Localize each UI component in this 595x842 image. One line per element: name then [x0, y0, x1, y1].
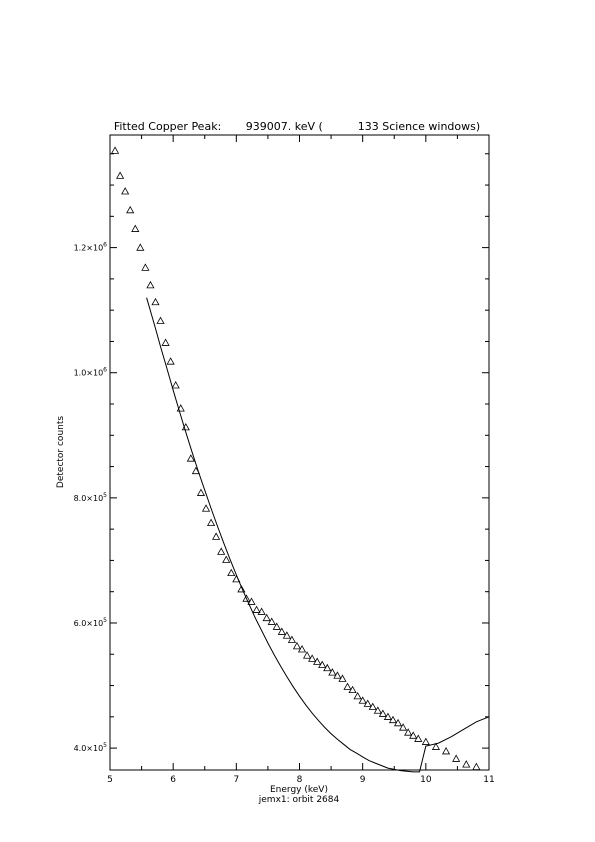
data-point-triangle [227, 568, 236, 577]
y-tick-label: 4.0×105 [74, 742, 108, 753]
x-axis-label: Energy (keV) [270, 785, 328, 795]
x-tick-label: 8 [297, 775, 303, 785]
data-point-triangle [462, 760, 471, 768]
y-tick-label: 6.0×105 [74, 617, 108, 628]
data-point-triangle [136, 243, 145, 251]
data-point-triangle [110, 146, 120, 154]
data-point-triangle [247, 597, 256, 605]
data-point-triangle [196, 488, 206, 496]
data-point-triangle [292, 641, 302, 650]
data-point-triangle [252, 605, 261, 613]
data-point-triangle [318, 660, 327, 669]
chart-subtitle: jemx1: orbit 2684 [258, 795, 340, 805]
data-point-triangle [368, 702, 377, 710]
y-tick-label: 1.2×106 [74, 242, 108, 253]
data-point-triangle [267, 617, 276, 625]
data-point-triangle [212, 532, 221, 540]
data-point-triangle [222, 555, 231, 563]
data-point-triangle [262, 613, 271, 622]
x-tick-label: 10 [420, 775, 432, 785]
data-points [110, 146, 481, 770]
data-point-triangle [383, 712, 393, 720]
y-tick-label: 8.0×105 [74, 492, 108, 503]
data-point-triangle [323, 663, 332, 672]
data-point-triangle [399, 723, 408, 731]
data-point-triangle [363, 699, 372, 707]
data-point-triangle [126, 205, 135, 214]
data-point-triangle [156, 316, 165, 324]
data-point-triangle [166, 357, 175, 365]
data-point-triangle [338, 674, 347, 682]
data-point-triangle [452, 754, 461, 762]
data-point-triangle [131, 224, 140, 232]
data-point-triangle [201, 504, 211, 512]
data-point-triangle [232, 574, 241, 583]
data-point-triangle [378, 709, 387, 717]
data-point-triangle [328, 668, 337, 676]
data-point-triangle [348, 685, 357, 694]
data-point-triangle [472, 762, 481, 770]
data-point-triangle [373, 706, 382, 714]
data-point-triangle [409, 731, 418, 739]
x-tick-label: 9 [360, 775, 366, 785]
data-point-triangle [313, 657, 322, 665]
data-point-triangle [353, 691, 362, 700]
data-point-triangle [186, 454, 195, 462]
plot-frame [109, 134, 490, 771]
data-point-triangle [272, 622, 281, 630]
x-tick-label: 5 [107, 775, 113, 785]
data-point-triangle [308, 654, 317, 662]
y-axis-label: Detector counts [56, 416, 66, 488]
y-tick-labels: 4.0×105 6.0×105 8.0×105 1.0×106 1.2×106 [74, 242, 108, 753]
axis-ticks [109, 135, 490, 770]
data-point-triangle [388, 715, 398, 724]
x-tick-label: 6 [170, 775, 176, 785]
data-point-triangle [191, 466, 200, 475]
x-tick-label: 11 [483, 775, 494, 785]
x-tick-labels: 5 6 7 8 9 10 11 [107, 775, 495, 785]
data-point-triangle [287, 635, 296, 643]
fit-curve [146, 297, 490, 773]
data-point-triangle [121, 187, 130, 195]
data-point-triangle [393, 718, 403, 727]
data-point-triangle [277, 627, 286, 635]
data-point-triangle [421, 737, 430, 745]
data-point-triangle [431, 742, 441, 750]
data-point-triangle [217, 547, 226, 555]
data-point-triangle [146, 280, 155, 289]
y-tick-label: 1.0×106 [74, 367, 108, 378]
chart-title: Fitted Copper Peak: 939007. keV ( 133 Sc… [114, 120, 480, 133]
data-point-triangle [151, 297, 160, 306]
data-point-triangle [297, 645, 307, 653]
data-point-triangle [181, 422, 190, 431]
data-point-triangle [303, 651, 312, 659]
data-point-triangle [141, 263, 150, 271]
data-point-triangle [441, 747, 451, 755]
data-point-triangle [161, 338, 170, 346]
data-point-triangle [176, 404, 185, 412]
data-point-triangle [343, 682, 352, 690]
data-point-triangle [116, 171, 125, 179]
data-point-triangle [237, 584, 246, 593]
data-point-triangle [242, 594, 251, 602]
data-point-triangle [171, 381, 180, 389]
x-tick-label: 7 [233, 775, 239, 785]
data-point-triangle [282, 631, 291, 639]
data-point-triangle [414, 734, 423, 742]
data-point-triangle [257, 607, 266, 615]
data-point-triangle [333, 671, 342, 679]
data-point-triangle [206, 518, 216, 527]
data-point-triangle [358, 696, 367, 704]
data-point-triangle [404, 728, 413, 736]
